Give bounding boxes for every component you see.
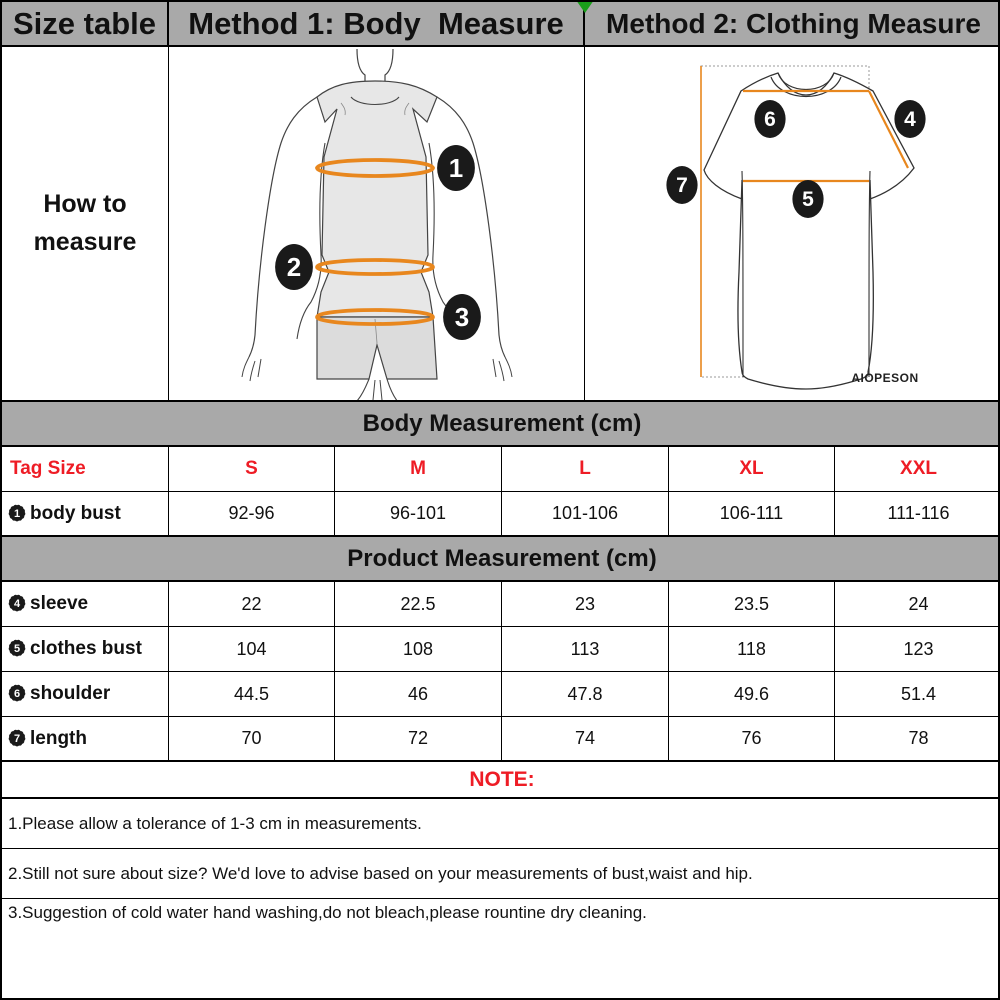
svg-text:4: 4	[904, 108, 916, 131]
svg-text:4: 4	[14, 598, 21, 610]
svg-text:5: 5	[802, 188, 814, 211]
svg-text:1: 1	[449, 153, 463, 183]
svg-text:7: 7	[14, 733, 20, 745]
svg-text:6: 6	[764, 108, 776, 131]
svg-text:5: 5	[14, 643, 20, 655]
svg-text:3: 3	[455, 302, 469, 332]
svg-text:1: 1	[14, 508, 20, 520]
svg-text:7: 7	[676, 174, 688, 197]
svg-text:6: 6	[14, 688, 20, 700]
svg-text:AIOPESON: AIOPESON	[851, 371, 918, 385]
svg-text:2: 2	[287, 252, 301, 282]
